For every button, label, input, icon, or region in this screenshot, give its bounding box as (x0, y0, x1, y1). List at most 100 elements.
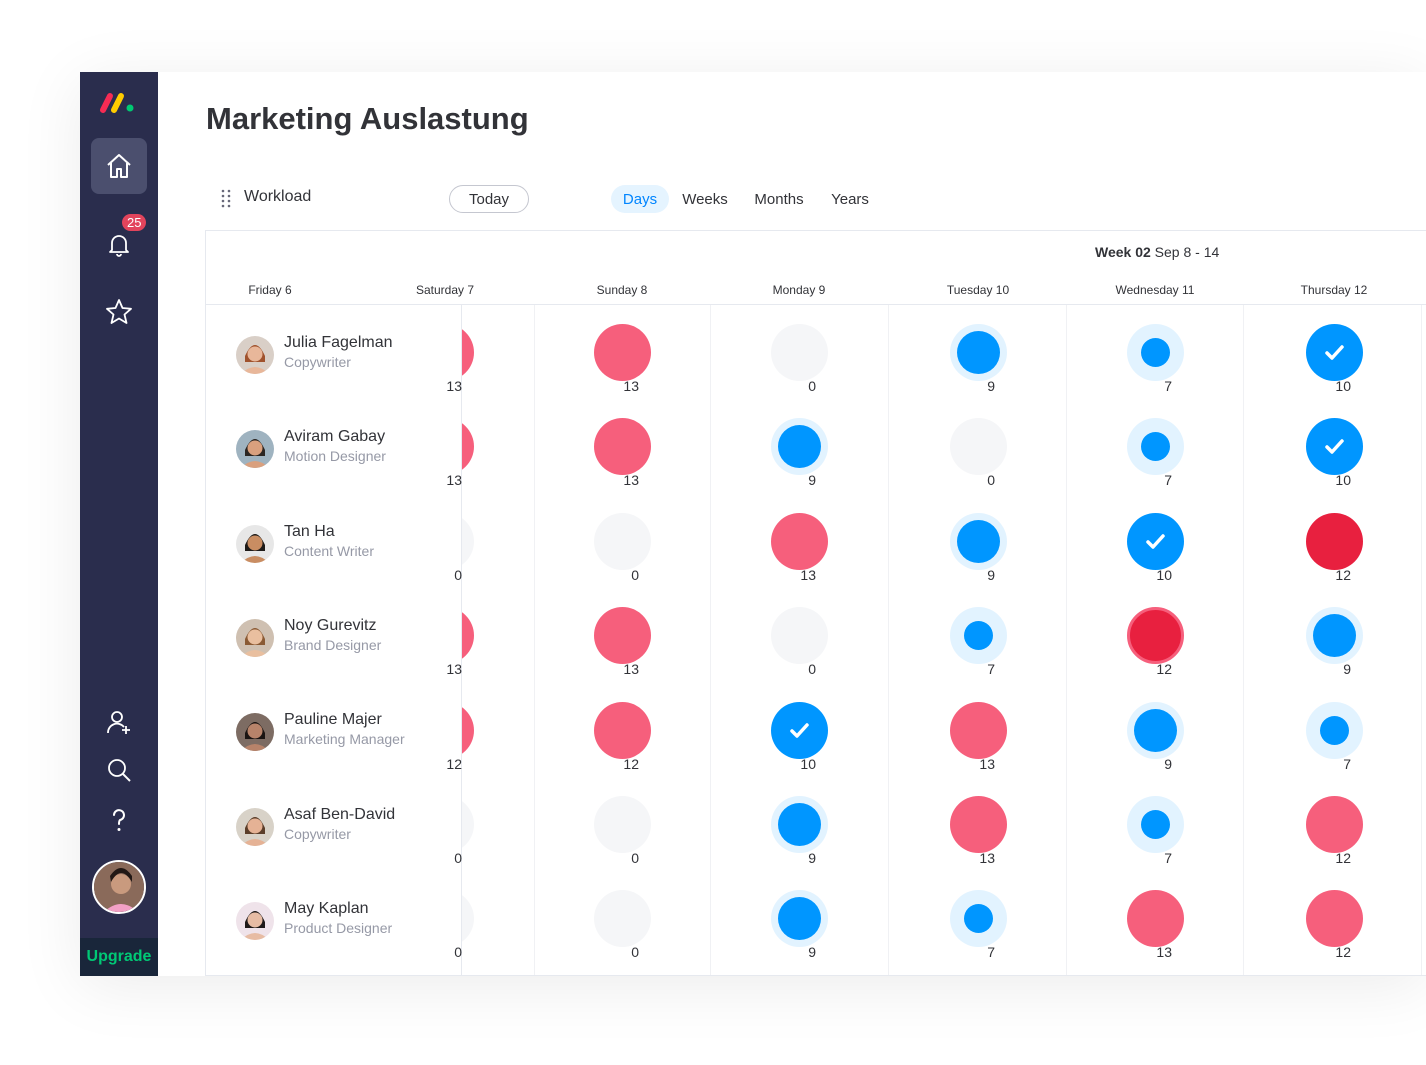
person-role: Copywriter (284, 354, 351, 370)
week-header: Week 02 Sep 8 - 14 (1095, 244, 1219, 260)
workload-hours: 0 (454, 567, 462, 583)
workload-cell[interactable] (582, 690, 662, 770)
workload-indicator (1140, 431, 1170, 461)
workload-cell[interactable] (1115, 595, 1195, 675)
workload-cell[interactable] (938, 690, 1018, 770)
workload-cell[interactable] (582, 406, 662, 486)
person-role: Content Writer (284, 543, 374, 559)
workload-cell[interactable] (938, 878, 1018, 958)
workload-cell[interactable] (759, 595, 839, 675)
workload-cell[interactable] (1294, 501, 1374, 581)
workload-cell[interactable] (938, 784, 1018, 864)
workload-hours: 13 (623, 661, 639, 677)
add-user-icon[interactable] (91, 694, 147, 750)
workload-hours: 9 (987, 567, 995, 583)
person-name: Julia Fagelman (284, 334, 393, 351)
workload-cell[interactable] (1294, 784, 1374, 864)
tab-days[interactable]: Days (611, 185, 669, 213)
search-icon[interactable] (91, 742, 147, 798)
tab-months[interactable]: Months (754, 190, 804, 208)
workload-hours: 13 (800, 567, 816, 583)
workload-hours: 13 (446, 661, 462, 677)
workload-view-label: Workload (244, 188, 312, 205)
workload-cell[interactable] (582, 784, 662, 864)
person-name: Aviram Gabay (284, 428, 386, 445)
workload-indicator (1140, 337, 1170, 367)
workload-hours: 0 (454, 944, 462, 960)
user-avatar[interactable] (92, 860, 146, 914)
home-icon[interactable] (91, 138, 147, 194)
workload-indicator (956, 519, 1000, 563)
workload-hours: 13 (623, 472, 639, 488)
workload-hours: 0 (631, 567, 639, 583)
drag-handle-icon[interactable] (221, 188, 231, 208)
workload-cell[interactable] (1115, 312, 1195, 392)
workload-cell[interactable] (1115, 501, 1195, 581)
workload-hours: 9 (987, 378, 995, 394)
overload-indicator (1305, 795, 1363, 853)
workload-cell[interactable] (759, 878, 839, 958)
workload-indicator (1319, 715, 1349, 745)
today-button[interactable]: Today (449, 185, 529, 213)
workload-cell[interactable] (938, 406, 1018, 486)
workload-hours: 7 (987, 661, 995, 677)
workload-hours: 9 (808, 850, 816, 866)
check-icon (1324, 344, 1344, 360)
column-divider (534, 305, 535, 975)
workload-cell[interactable] (759, 406, 839, 486)
person-avatar (236, 336, 274, 374)
overload-indicator (949, 795, 1007, 853)
workload-cell[interactable] (938, 501, 1018, 581)
person-role: Marketing Manager (284, 731, 405, 747)
workload-cell[interactable] (582, 501, 662, 581)
upgrade-button[interactable]: Upgrade (80, 938, 158, 976)
person-avatar (236, 525, 274, 563)
person-avatar (236, 619, 274, 657)
workload-hours: 13 (979, 756, 995, 772)
workload-hours: 7 (1164, 850, 1172, 866)
workload-cell[interactable] (582, 878, 662, 958)
bell-icon[interactable] (91, 216, 147, 272)
person-avatar (236, 430, 274, 468)
workload-cell[interactable] (1294, 595, 1374, 675)
star-icon[interactable] (91, 284, 147, 340)
header-divider (206, 304, 1426, 305)
workload-indicator (1133, 708, 1177, 752)
workload-cell[interactable] (582, 312, 662, 392)
person-role: Copywriter (284, 826, 351, 842)
workload-cell[interactable] (1115, 690, 1195, 770)
week-number: Week 02 (1095, 244, 1151, 260)
workload-hours: 7 (987, 944, 995, 960)
workload-hours: 0 (454, 850, 462, 866)
workload-cell[interactable] (1115, 406, 1195, 486)
workload-cell[interactable] (759, 784, 839, 864)
workload-cell[interactable] (1115, 784, 1195, 864)
workload-cell[interactable] (759, 312, 839, 392)
workload-hours: 0 (808, 661, 816, 677)
day-header: Thursday 12 (1300, 283, 1368, 297)
workload-cell[interactable] (1294, 690, 1374, 770)
workload-cell[interactable] (938, 595, 1018, 675)
person-avatar (236, 902, 274, 940)
workload-cell[interactable] (1294, 406, 1374, 486)
workload-cell[interactable] (759, 501, 839, 581)
tab-weeks[interactable]: Weeks (682, 190, 728, 208)
monday-logo-icon[interactable] (98, 88, 138, 116)
workload-cell[interactable] (938, 312, 1018, 392)
workload-cell[interactable] (1294, 312, 1374, 392)
workload-hours: 13 (446, 472, 462, 488)
day-header: Monday 9 (772, 283, 826, 297)
tab-years[interactable]: Years (831, 190, 869, 208)
empty-indicator (770, 323, 828, 381)
check-icon (1324, 438, 1344, 454)
workload-hours: 13 (1156, 944, 1172, 960)
help-icon[interactable] (91, 792, 147, 848)
day-header: Friday 6 (248, 283, 292, 297)
workload-cell[interactable] (1115, 878, 1195, 958)
workload-hours: 9 (808, 944, 816, 960)
workload-cell[interactable] (582, 595, 662, 675)
sidebar: 25 Upgrade (80, 72, 158, 976)
overload-indicator (1305, 889, 1363, 947)
workload-cell[interactable] (1294, 878, 1374, 958)
workload-cell[interactable] (759, 690, 839, 770)
